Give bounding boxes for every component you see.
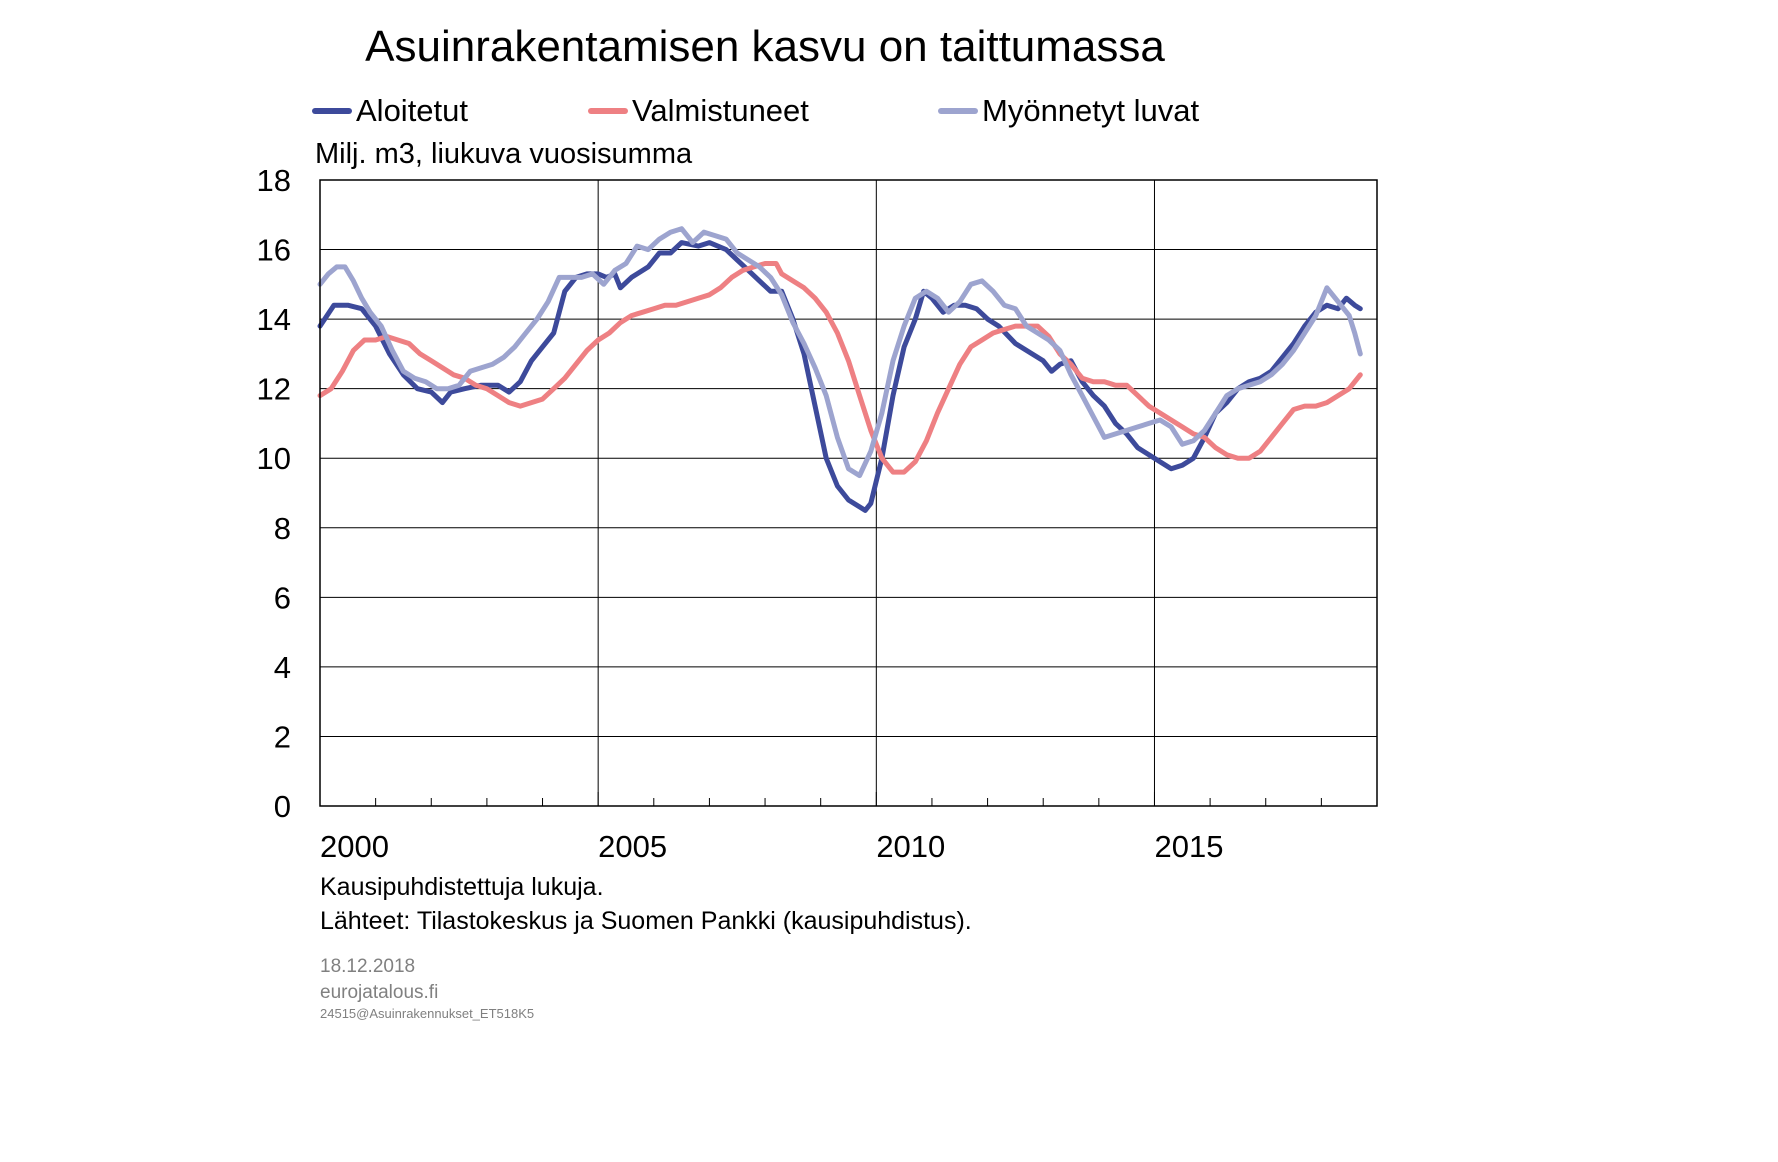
plot-area-frame <box>319 179 1378 807</box>
note-seasonal-adjustment: Kausipuhdistettuja lukuja. <box>320 873 604 901</box>
series-layer <box>317 226 1363 513</box>
y-tick-label-8: 8 <box>274 511 291 546</box>
legend-label-myonnetyt-luvat: Myönnetyt luvat <box>982 93 1200 128</box>
axis-labels: 0 2 4 6 8 10 12 14 16 18 2000 2005 2010 2015 <box>257 163 1224 864</box>
y-tick-label-0: 0 <box>274 789 291 824</box>
y-tick-label-4: 4 <box>274 650 291 685</box>
y-tick-label-10: 10 <box>257 441 291 476</box>
series-line-aloitetut <box>317 240 1363 513</box>
footer-code: 24515@Asuinrakennukset_ET518K5 <box>320 1006 535 1021</box>
legend-item-valmistuneet: Valmistuneet <box>588 93 809 129</box>
y-tick-label-6: 6 <box>274 580 291 615</box>
y-axis-unit-label: Milj. m3, liukuva vuosisumma <box>315 138 693 170</box>
y-tick-label-16: 16 <box>257 233 291 268</box>
line-chart: 0 2 4 6 8 10 12 14 16 18 2000 2005 2010 2015 <box>257 163 1378 864</box>
legend-item-myonnetyt-luvat: Myönnetyt luvat <box>938 93 1199 129</box>
legend-item-aloitetut: Aloitetut <box>312 93 468 129</box>
footer-date: 18.12.2018 <box>320 956 416 977</box>
axis-ticks <box>319 792 1378 806</box>
y-tick-label-18: 18 <box>257 163 291 198</box>
series-line-valmistuneet <box>317 261 1363 475</box>
y-tick-label-2: 2 <box>274 719 291 754</box>
x-tick-label-2015: 2015 <box>1154 829 1223 864</box>
grid-lines <box>320 180 1377 806</box>
x-tick-label-2000: 2000 <box>320 829 389 864</box>
y-tick-label-14: 14 <box>257 302 291 337</box>
y-tick-label-12: 12 <box>257 372 291 407</box>
series-line-my-nnetyt-luvat <box>317 226 1363 479</box>
legend-label-aloitetut: Aloitetut <box>356 93 469 128</box>
x-tick-label-2010: 2010 <box>876 829 945 864</box>
legend-swatch-valmistuneet <box>588 108 628 114</box>
chart-title: Asuinrakentamisen kasvu on taittumassa <box>365 22 1165 71</box>
legend-swatch-aloitetut <box>312 108 352 114</box>
x-tick-label-2005: 2005 <box>598 829 667 864</box>
legend-swatch-myonnetyt-luvat <box>938 108 978 114</box>
legend-label-valmistuneet: Valmistuneet <box>632 93 809 128</box>
note-sources: Lähteet: Tilastokeskus ja Suomen Pankki … <box>320 907 972 935</box>
footer-site: eurojatalous.fi <box>320 982 439 1003</box>
